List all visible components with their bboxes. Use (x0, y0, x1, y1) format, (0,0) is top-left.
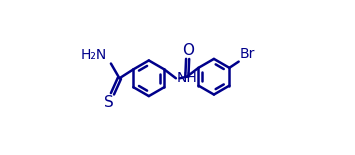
Text: S: S (104, 95, 114, 110)
Text: Br: Br (239, 47, 255, 61)
Text: O: O (182, 43, 195, 58)
Text: NH: NH (177, 71, 197, 84)
Text: H₂N: H₂N (81, 48, 107, 62)
